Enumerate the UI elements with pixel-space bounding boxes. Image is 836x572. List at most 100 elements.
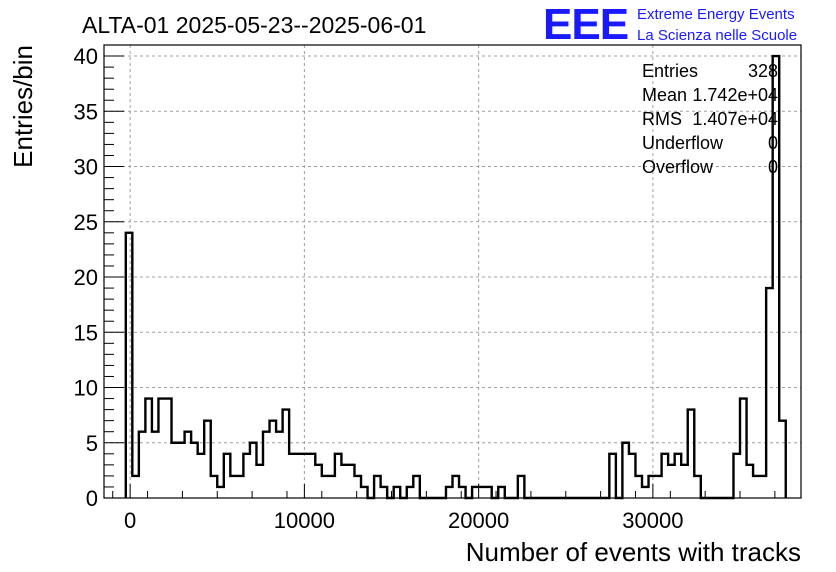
histogram-bin [675,454,682,498]
eee-logo-text: EEE [543,0,628,49]
histogram-bin [629,454,636,498]
stats-label: Entries [642,61,698,81]
histogram-bin [773,56,780,498]
histogram-bin [296,454,303,498]
stats-value: 1.407e+04 [692,109,778,129]
histogram-bin [413,476,420,498]
histogram-bin [145,399,152,498]
y-tick-label: 35 [74,99,98,124]
histogram-bin [152,432,159,498]
y-tick-label: 40 [74,44,98,69]
histogram-bin [635,476,642,498]
histogram-bin [766,288,773,498]
stats-label: Underflow [642,133,724,153]
histogram-bin [753,476,760,498]
histogram-bin [655,476,662,498]
x-tick-label: 20000 [448,508,509,533]
histogram-bin [518,476,525,498]
y-axis-label: Entries/bin [8,45,38,168]
y-tick-label: 30 [74,155,98,180]
stats-label: RMS [642,109,682,129]
y-tick-label: 5 [86,431,98,456]
x-axis-label: Number of events with tracks [466,537,801,567]
histogram-bin [498,487,505,498]
stats-label: Overflow [642,157,714,177]
histogram-bin [172,443,179,498]
x-tick-label: 10000 [274,508,335,533]
histogram-bin [289,454,296,498]
logo-subtitle-line1: Extreme Energy Events [637,6,795,23]
histogram-bin [662,454,669,498]
histogram-bin [283,410,290,498]
histogram-bin [485,487,492,498]
histogram-bin [185,432,192,498]
histogram-bin [270,421,277,498]
histogram-bin [361,487,368,498]
histogram-bin [211,476,218,498]
histogram-bin [158,399,165,498]
plot-frame [103,44,802,499]
stats-value: 328 [748,61,778,81]
x-tick-label: 0 [124,508,136,533]
histogram-bin [681,465,688,498]
x-tick-label: 30000 [622,508,683,533]
y-tick-label: 15 [74,320,98,345]
histogram-bin [747,465,754,498]
histogram-bin [354,476,361,498]
histogram-bin [263,432,270,498]
y-tick-label: 0 [86,486,98,511]
histogram-bin [230,476,237,498]
chart-title: ALTA-01 2025-05-23--2025-06-01 [82,12,426,38]
histogram-bin [243,454,250,498]
histogram-bin [472,487,479,498]
histogram-bin [479,487,486,498]
axis-ticks [104,44,776,499]
histogram-bin [642,487,649,498]
histogram-bin [341,465,348,498]
histogram-bin [178,443,185,498]
eee-logo: EEE Extreme Energy Events La Scienza nel… [543,0,797,49]
histogram-bin [760,476,767,498]
histogram-bin [132,476,139,498]
logo-subtitle-line2: La Scienza nelle Scuole [637,27,797,44]
histogram-bin [224,454,231,498]
histogram-bin [394,487,401,498]
histogram-bin [191,443,198,498]
stats-value: 1.742e+04 [692,85,778,105]
histogram-bin [335,454,342,498]
stats-value: 0 [768,157,778,177]
histogram-bin [315,465,322,498]
histogram-bin [668,465,675,498]
histogram-bin [309,454,316,498]
histogram-bin [139,432,146,498]
histogram-bin [302,454,309,498]
stats-box: Entries 328 Mean 1.742e+04 RMS 1.407e+04 Under… [642,61,778,177]
histogram-bin [649,476,656,498]
histogram-bin [374,476,381,498]
y-tick-label: 10 [74,376,98,401]
histogram-bin [237,476,244,498]
tick-labels: 0 10000 20000 30000 0 5 10 15 20 25 30 35 40 [74,44,684,533]
histogram-bin [740,399,747,498]
histogram-bin [446,487,453,498]
histogram-bin [694,476,701,498]
histogram-bin [198,454,205,498]
histogram-bin [322,476,329,498]
histogram-bin [622,443,629,498]
grid-lines [104,45,801,498]
histogram-bin [256,465,263,498]
stats-label: Mean [642,85,687,105]
y-tick-label: 25 [74,210,98,235]
histogram-bin [250,443,257,498]
histogram-bin [126,233,133,498]
histogram-bin [217,487,224,498]
stats-value: 0 [768,133,778,153]
histogram-bin [733,454,740,498]
histogram-bin [276,432,283,498]
histogram-bin [348,465,355,498]
histogram-bin [381,487,388,498]
histogram-bin [779,421,786,498]
histogram-bin [609,454,616,498]
